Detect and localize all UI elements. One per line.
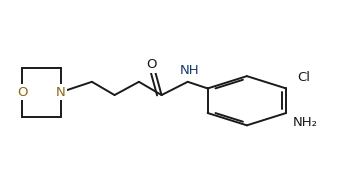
Text: NH₂: NH₂ — [293, 116, 318, 129]
Text: N: N — [56, 86, 66, 99]
Text: NH: NH — [180, 64, 199, 77]
Text: Cl: Cl — [297, 71, 310, 84]
Text: O: O — [146, 58, 157, 71]
Text: O: O — [17, 86, 27, 99]
